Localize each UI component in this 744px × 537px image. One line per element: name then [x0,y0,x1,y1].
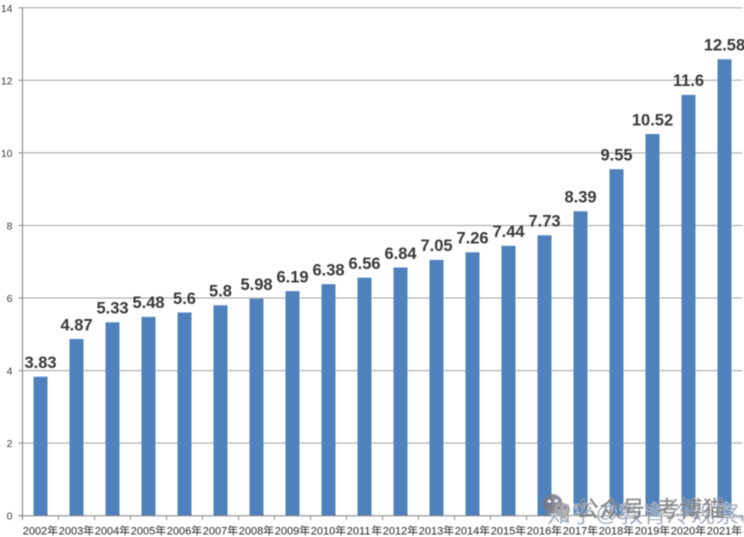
svg-text:2009: 2009 [275,526,299,537]
svg-text:6.38: 6.38 [312,262,344,280]
svg-text:2013: 2013 [419,526,443,537]
svg-text:6.84: 6.84 [384,245,417,263]
svg-text:14: 14 [1,3,13,15]
svg-text:2016: 2016 [527,526,551,537]
svg-text:6.56: 6.56 [348,255,380,273]
svg-text:2: 2 [7,438,13,450]
svg-text:12: 12 [1,75,13,87]
svg-text:2007: 2007 [203,526,227,537]
svg-text:2012: 2012 [383,526,407,537]
svg-text:2011: 2011 [347,526,371,537]
svg-text:7.26: 7.26 [456,230,488,248]
svg-text:2010: 2010 [311,526,335,537]
svg-text:2020: 2020 [671,526,695,537]
svg-text:2003: 2003 [59,526,83,537]
svg-text:5.48: 5.48 [132,294,164,312]
svg-text:12.58: 12.58 [704,37,744,55]
svg-text:2015: 2015 [491,526,515,537]
svg-text:2019: 2019 [635,526,659,537]
svg-text:3.83: 3.83 [24,354,56,372]
svg-text:5.8: 5.8 [209,283,232,301]
svg-text:2017: 2017 [563,526,587,537]
svg-text:4.87: 4.87 [60,316,92,334]
svg-text:11.6: 11.6 [673,72,704,90]
svg-text:10: 10 [1,148,13,160]
svg-text:2021: 2021 [707,526,731,537]
svg-text:2006: 2006 [167,526,191,537]
svg-text:7.44: 7.44 [492,223,525,241]
svg-text:7.05: 7.05 [420,237,452,255]
svg-text:2005: 2005 [131,526,155,537]
svg-text:5.33: 5.33 [96,300,128,318]
svg-text:6.19: 6.19 [276,268,308,286]
svg-text:8: 8 [7,221,13,233]
svg-text:4: 4 [7,366,13,378]
svg-text:2002: 2002 [23,526,47,537]
svg-text:5.6: 5.6 [173,290,196,308]
svg-text:2004: 2004 [95,526,119,537]
svg-text:8.39: 8.39 [564,189,596,207]
svg-text:2008: 2008 [239,526,263,537]
svg-text:7.73: 7.73 [528,213,560,231]
svg-text:10.52: 10.52 [632,111,673,129]
svg-text:9.55: 9.55 [600,147,632,165]
svg-text:0: 0 [7,511,13,523]
svg-text:2014: 2014 [455,526,479,537]
svg-text:2018: 2018 [599,526,623,537]
svg-text:5.98: 5.98 [240,276,272,294]
svg-text:6: 6 [7,293,13,305]
